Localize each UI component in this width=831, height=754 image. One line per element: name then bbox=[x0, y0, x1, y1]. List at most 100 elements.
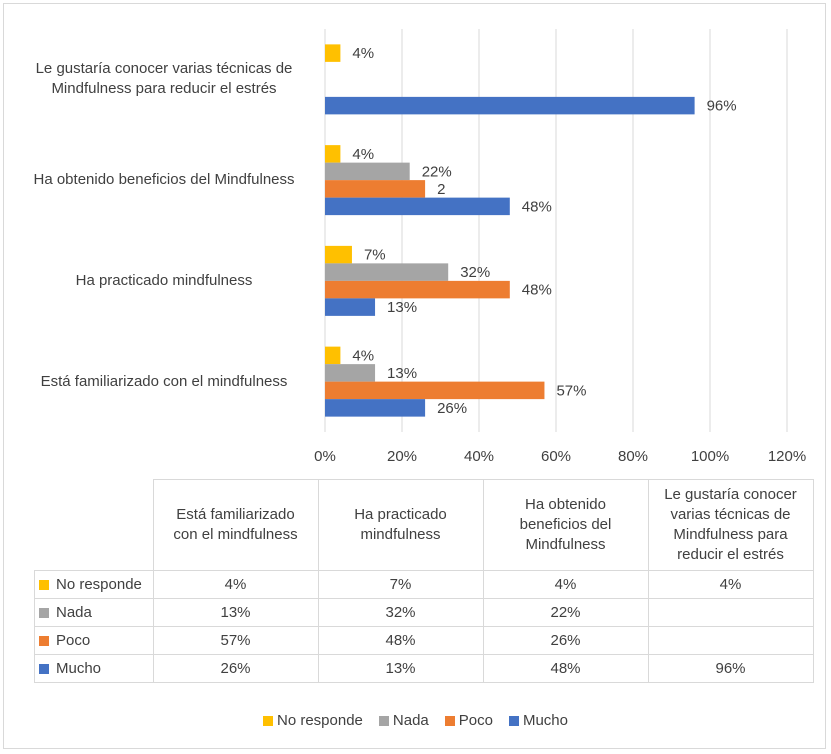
table-header-cell: Le gustaría conocer varias técnicas de Min… bbox=[647, 479, 814, 571]
table-cell: 26% bbox=[152, 654, 319, 683]
bar-no-responde bbox=[325, 145, 341, 163]
table-header-text: Mindfulness bbox=[525, 536, 606, 553]
legend-key-swatch bbox=[39, 608, 49, 619]
table-row-key: Nada bbox=[34, 598, 154, 627]
y-category-label-line: Está familiarizado con el mindfulness bbox=[40, 372, 288, 390]
table-corner-cell bbox=[35, 480, 154, 571]
data-label: 57% bbox=[556, 382, 586, 399]
table-header-text: Mindfulness para bbox=[673, 526, 788, 543]
y-category-label: Está familiarizado con el mindfulness bbox=[14, 372, 314, 392]
x-tick-label: 80% bbox=[618, 448, 648, 465]
table-cell: 57% bbox=[152, 626, 319, 655]
table-header-cell: Está familiarizado con el mindfulness bbox=[152, 479, 319, 571]
table-row-label: Poco bbox=[56, 632, 91, 649]
table-cell: 48% bbox=[482, 654, 649, 683]
bar-poco bbox=[325, 180, 426, 198]
bar-no-responde bbox=[325, 44, 341, 62]
legend-swatch bbox=[378, 716, 389, 727]
bar-mucho bbox=[325, 399, 426, 417]
table-cell: 4% bbox=[152, 570, 319, 599]
table-header-cell: Ha practicado mindfulness bbox=[317, 479, 484, 571]
bar-chart: 0% 20% 40% 60% 80% 100% 120% 4% 13% 57% 26% 7% 32% 48… bbox=[314, 29, 806, 465]
y-category-label-line: Ha obtenido beneficios del Mindfulness bbox=[33, 171, 295, 189]
x-tick-label: 60% bbox=[541, 448, 571, 465]
x-tick-label: 40% bbox=[464, 448, 494, 465]
table-header-text: Le gustaría conocer bbox=[664, 486, 797, 503]
legend-label: Nada bbox=[392, 712, 429, 729]
table-row: No responde 4% 7% 4% 4% bbox=[34, 570, 814, 599]
legend: No responde Nada Poco Mucho bbox=[4, 712, 827, 729]
bar-nada bbox=[325, 263, 449, 281]
x-tick-label: 0% bbox=[314, 448, 336, 465]
table-row: Nada 13% 32% 22% bbox=[34, 598, 814, 627]
y-category-label-line: Mindfulness para reducir el estrés bbox=[51, 80, 277, 98]
table-cell: 32% bbox=[317, 598, 484, 627]
y-category-label: Le gustaría conocer varias técnicas de Mi… bbox=[14, 59, 314, 99]
legend-item: Nada bbox=[378, 712, 429, 729]
bar-mucho bbox=[325, 298, 376, 316]
legend-label: Poco bbox=[458, 712, 493, 729]
chart-frame: 0% 20% 40% 60% 80% 100% 120% 4% 13% 57% 26% 7% 32% 48… bbox=[3, 3, 826, 749]
bar-mucho bbox=[325, 197, 510, 216]
data-label: 13% bbox=[387, 299, 417, 316]
x-tick-label: 20% bbox=[387, 448, 417, 465]
table-header-cell: Ha obtenido beneficios del Mindfulness bbox=[482, 479, 649, 571]
table-cell: 13% bbox=[152, 598, 319, 627]
bar-no-responde bbox=[325, 245, 352, 264]
table-cell bbox=[647, 626, 814, 655]
bar-no-responde bbox=[325, 346, 341, 365]
legend-label: Mucho bbox=[522, 712, 568, 729]
table-cell bbox=[647, 598, 814, 627]
table-row: Poco 57% 48% 26% bbox=[34, 626, 814, 655]
table-cell: 7% bbox=[317, 570, 484, 599]
y-category-label: Ha practicado mindfulness bbox=[14, 271, 314, 291]
data-label: 26% bbox=[437, 400, 467, 417]
table-header-text: varias técnicas de bbox=[670, 506, 791, 523]
x-tick-label: 120% bbox=[768, 448, 806, 465]
table-row-key: Poco bbox=[34, 626, 154, 655]
bar-poco bbox=[325, 381, 545, 400]
table-header-text: beneficios del bbox=[519, 516, 612, 533]
data-label: 22% bbox=[422, 163, 452, 180]
legend-swatch bbox=[508, 716, 519, 727]
data-label: 48% bbox=[522, 282, 552, 299]
legend-item: Mucho bbox=[508, 712, 568, 729]
data-label: 32% bbox=[460, 264, 490, 281]
y-category-label: Ha obtenido beneficios del Mindfulness bbox=[14, 170, 314, 190]
table-header-text: reducir el estrés bbox=[677, 546, 784, 563]
table-header-text: Ha practicado bbox=[354, 506, 447, 523]
table-cell: 48% bbox=[317, 626, 484, 655]
table-cell: 26% bbox=[482, 626, 649, 655]
table-cell: 4% bbox=[647, 570, 814, 599]
data-table: Está familiarizado con el mindfulness Ha … bbox=[34, 479, 814, 683]
legend-key-swatch bbox=[39, 580, 49, 591]
data-label: 4% bbox=[352, 45, 374, 62]
bar-poco bbox=[325, 280, 510, 299]
legend-key-swatch bbox=[39, 664, 49, 675]
data-label: 48% bbox=[522, 198, 552, 215]
data-label: 13% bbox=[387, 365, 417, 382]
table-header-text: mindfulness bbox=[360, 526, 441, 543]
data-label: 4% bbox=[352, 347, 374, 364]
bar-nada bbox=[325, 162, 410, 181]
table-row-key: No responde bbox=[34, 570, 154, 599]
legend-swatch bbox=[263, 716, 273, 727]
data-label: 4% bbox=[352, 146, 374, 163]
table-header-text: Ha obtenido bbox=[525, 496, 606, 513]
y-category-label-line: Le gustaría conocer varias técnicas de bbox=[35, 60, 293, 78]
data-label: 96% bbox=[707, 98, 737, 115]
y-category-label-line: Ha practicado mindfulness bbox=[75, 271, 253, 289]
table-cell: 96% bbox=[647, 654, 814, 683]
table-row-label: No responde bbox=[56, 576, 142, 593]
table-row-label: Mucho bbox=[56, 660, 102, 677]
legend-item: No responde bbox=[263, 712, 363, 729]
legend-swatch bbox=[444, 716, 455, 727]
table-row-label: Nada bbox=[56, 604, 92, 621]
table-row: Mucho 26% 13% 48% 96% bbox=[34, 654, 814, 683]
table-header-row: Está familiarizado con el mindfulness Ha … bbox=[35, 479, 814, 571]
table-cell: 22% bbox=[482, 598, 649, 627]
legend-item: Poco bbox=[444, 712, 493, 729]
data-label: 2 bbox=[437, 181, 445, 198]
data-label: 7% bbox=[364, 247, 386, 264]
table-header-text: con el mindfulness bbox=[173, 526, 298, 543]
